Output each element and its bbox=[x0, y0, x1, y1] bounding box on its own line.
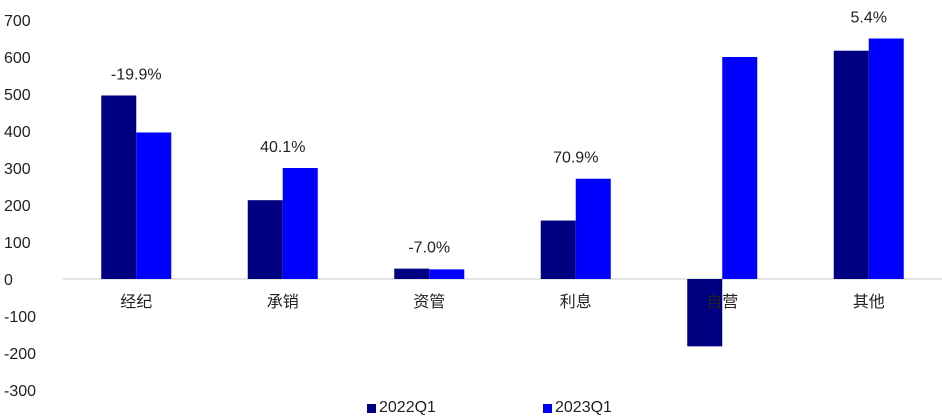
growth-annotation: 5.4% bbox=[851, 10, 887, 27]
legend-item-2023q1: 2023Q1 bbox=[543, 399, 612, 417]
legend-label-2023q1: 2023Q1 bbox=[555, 399, 612, 416]
bar-2023q1-1 bbox=[136, 132, 172, 279]
y-tick-label: -200 bbox=[4, 346, 36, 363]
y-tick-label: 700 bbox=[4, 13, 31, 30]
bar-2023q1-2 bbox=[282, 168, 318, 279]
x-tick-label: 经纪 bbox=[120, 292, 152, 311]
y-tick-label: 0 bbox=[4, 272, 13, 289]
x-tick-label: 承销 bbox=[267, 292, 299, 311]
x-tick-label: 利息 bbox=[560, 292, 592, 311]
bar-2023q1-3 bbox=[429, 269, 465, 279]
bar-2023q1-5 bbox=[722, 57, 758, 279]
bar-2022q1-6 bbox=[833, 50, 869, 280]
y-tick-label: 300 bbox=[4, 161, 31, 178]
bar-2022q1-5 bbox=[687, 279, 723, 347]
legend-item-2022q1: 2022Q1 bbox=[367, 399, 436, 417]
bar-2022q1-4 bbox=[540, 220, 576, 279]
bar-2023q1-6 bbox=[868, 38, 904, 279]
bar-2023q1-4 bbox=[575, 178, 611, 279]
legend-swatch-2023q1 bbox=[543, 403, 552, 413]
y-tick-label: -300 bbox=[4, 383, 36, 400]
bar-2022q1-2 bbox=[247, 200, 283, 279]
x-tick-label: 自营 bbox=[706, 292, 738, 311]
growth-annotation: -19.9% bbox=[111, 66, 162, 83]
growth-annotation: -7.0% bbox=[408, 240, 450, 257]
x-tick-label: 资管 bbox=[413, 292, 445, 311]
chart-legend: 2022Q1 2023Q1 bbox=[0, 399, 942, 417]
y-tick-label: -100 bbox=[4, 309, 36, 326]
legend-swatch-2022q1 bbox=[367, 403, 376, 413]
bar-2022q1-3 bbox=[394, 268, 430, 279]
y-tick-label: 600 bbox=[4, 50, 31, 67]
x-tick-label: 其他 bbox=[853, 292, 885, 311]
legend-label-2022q1: 2022Q1 bbox=[379, 399, 436, 416]
growth-annotation: 40.1% bbox=[260, 139, 305, 156]
growth-annotation: 70.9% bbox=[553, 150, 598, 167]
bar-2022q1-1 bbox=[101, 95, 137, 279]
y-tick-label: 100 bbox=[4, 235, 31, 252]
y-tick-label: 500 bbox=[4, 87, 31, 104]
y-tick-label: 200 bbox=[4, 198, 31, 215]
y-tick-label: 400 bbox=[4, 124, 31, 141]
